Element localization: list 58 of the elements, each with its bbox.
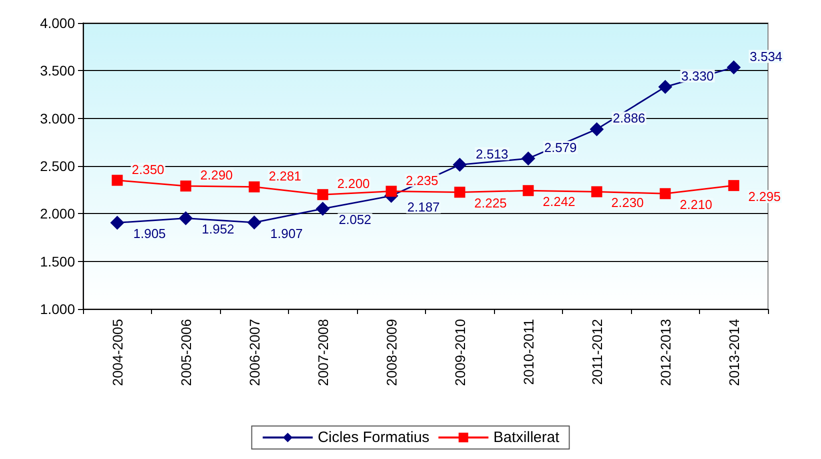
point bbox=[521, 151, 536, 166]
x-tick-label: 2012-2013 bbox=[657, 318, 674, 386]
point bbox=[454, 186, 466, 198]
y-tick-label: 2.500 bbox=[40, 158, 76, 174]
point bbox=[178, 211, 193, 226]
data-label: 2.350 bbox=[132, 162, 164, 177]
x-tick-label: 2011-2012 bbox=[588, 318, 605, 385]
point bbox=[247, 216, 262, 230]
x-tick-label: 2007-2008 bbox=[314, 318, 331, 386]
y-tick-label: 4.000 bbox=[40, 15, 76, 31]
data-label: 1.907 bbox=[270, 226, 303, 242]
data-label: 3.534 bbox=[750, 48, 782, 64]
x-tick-label: 2004-2005 bbox=[109, 318, 126, 386]
point bbox=[110, 216, 124, 230]
legend-label: Batxillerat bbox=[493, 429, 560, 446]
x-tick-label: 2006-2007 bbox=[246, 318, 262, 386]
y-tick-label: 3.500 bbox=[40, 62, 76, 79]
legend-label: Cicles Formatius bbox=[318, 429, 430, 446]
data-label: 2.230 bbox=[611, 195, 644, 210]
point bbox=[726, 60, 741, 74]
data-label: 2.187 bbox=[407, 199, 440, 214]
x-tick-label: 2008-2009 bbox=[383, 318, 400, 386]
data-label: 2.235 bbox=[406, 172, 438, 188]
point bbox=[522, 185, 534, 196]
data-label: 2.200 bbox=[337, 176, 370, 192]
data-label: 3.330 bbox=[681, 68, 714, 84]
point bbox=[728, 180, 740, 192]
data-label: 2.886 bbox=[612, 110, 646, 126]
x-tick-label: 2010-2011 bbox=[520, 318, 536, 385]
point bbox=[591, 186, 602, 198]
point bbox=[386, 186, 397, 197]
x-tick-label: 2009-2010 bbox=[452, 318, 468, 386]
point bbox=[452, 158, 467, 172]
point bbox=[660, 188, 671, 200]
point bbox=[316, 202, 330, 216]
point bbox=[180, 180, 192, 192]
data-label: 2.513 bbox=[476, 146, 508, 162]
data-label: 2.290 bbox=[200, 168, 233, 183]
y-tick-label: 1.000 bbox=[40, 301, 76, 317]
data-label: 2.281 bbox=[268, 168, 302, 184]
data-label: 2.242 bbox=[542, 194, 576, 210]
data-label: 2.295 bbox=[748, 189, 781, 204]
data-label: 2.210 bbox=[680, 197, 712, 212]
point bbox=[317, 189, 328, 200]
point bbox=[658, 80, 672, 94]
x-tick-label: 2013-2014 bbox=[726, 318, 742, 386]
data-label: 2.579 bbox=[544, 140, 577, 155]
point bbox=[590, 122, 604, 136]
y-tick-label: 3.000 bbox=[40, 110, 76, 126]
y-tick-label: 2.000 bbox=[40, 206, 76, 222]
data-label: 2.052 bbox=[338, 212, 372, 228]
point bbox=[248, 181, 260, 192]
data-label: 1.905 bbox=[133, 226, 166, 242]
data-label: 1.952 bbox=[202, 222, 234, 237]
x-tick-label: 2005-2006 bbox=[178, 318, 194, 386]
y-tick-label: 1.500 bbox=[40, 253, 76, 270]
point bbox=[112, 174, 123, 186]
data-label: 2.225 bbox=[474, 196, 507, 211]
